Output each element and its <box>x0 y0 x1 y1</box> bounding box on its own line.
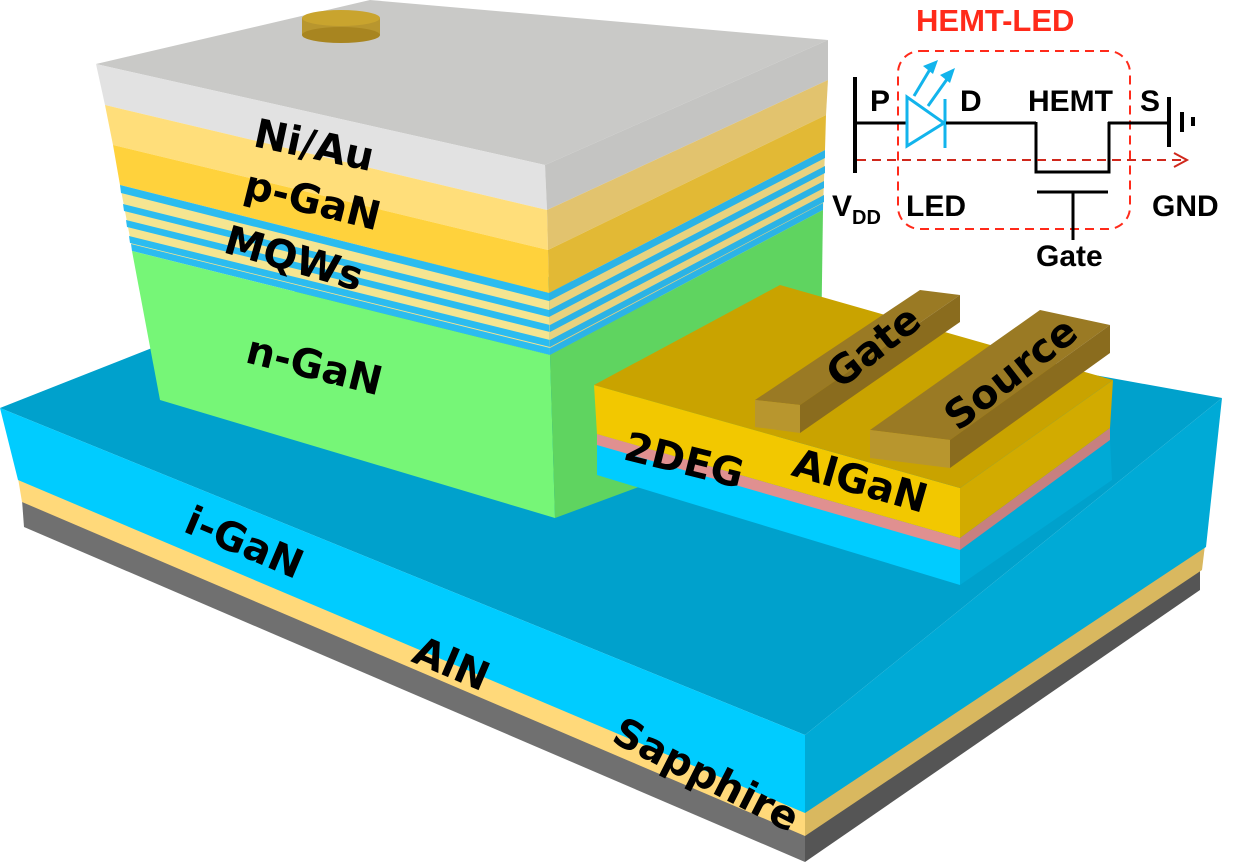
label-vdd-subscript: DD <box>852 207 881 229</box>
algan-side-face <box>960 380 1113 538</box>
label-gnd: GND <box>1152 190 1219 223</box>
top-contact-pad <box>302 10 380 43</box>
aln-side-face <box>805 545 1205 836</box>
ground-icon <box>1167 97 1195 147</box>
circuit-inset: HEMT-LED <box>832 3 1219 273</box>
hemt-i-gan-side-face <box>960 440 1112 585</box>
n-gan-front-face <box>132 251 555 518</box>
hemt-led-dashed-box <box>897 50 1131 230</box>
ni-au-front-face <box>96 64 547 210</box>
gate-electrode <box>755 290 960 433</box>
aln-front-face <box>18 478 805 836</box>
label-vdd-main: V <box>832 190 852 223</box>
p-gan-light-front-face <box>105 105 548 250</box>
i-gan-side-face <box>805 398 1222 813</box>
label-vdd: VDD <box>832 190 881 229</box>
source-electrode <box>870 310 1110 468</box>
label-p-terminal: P <box>870 85 890 118</box>
hemt-channel <box>1034 122 1111 174</box>
hemt-mesa <box>594 285 1113 585</box>
mqw-blue-stripes-side <box>549 150 825 355</box>
label-led: LED <box>906 190 966 223</box>
p-gan-side-face <box>548 115 826 293</box>
label-s-terminal: S <box>1140 85 1160 118</box>
algan-front-face <box>594 385 960 538</box>
led-mesa <box>96 0 828 518</box>
hemt-i-gan-front-face <box>597 443 960 585</box>
p-gan-light-side-face <box>547 80 828 250</box>
ni-au-side-face <box>545 40 828 210</box>
circuit-title: HEMT-LED <box>916 3 1074 38</box>
label-gate-terminal: Gate <box>1036 240 1103 273</box>
mqws-side-face <box>549 150 825 355</box>
ni-au-top-face <box>96 0 828 165</box>
sapphire-front-face <box>22 500 805 862</box>
mqws-front-face <box>120 185 550 355</box>
led-diode-icon <box>905 60 955 149</box>
label-d-terminal: D <box>960 85 982 118</box>
2deg-side-face <box>960 428 1110 550</box>
2deg-front-face <box>597 434 960 550</box>
i-gan-front-face <box>0 408 805 813</box>
sapphire-side-face <box>805 568 1200 862</box>
mqw-blue-stripes-front <box>120 185 550 355</box>
label-hemt: HEMT <box>1028 85 1113 118</box>
current-flow-arrowhead <box>1173 152 1190 168</box>
p-gan-front-face <box>113 145 549 293</box>
